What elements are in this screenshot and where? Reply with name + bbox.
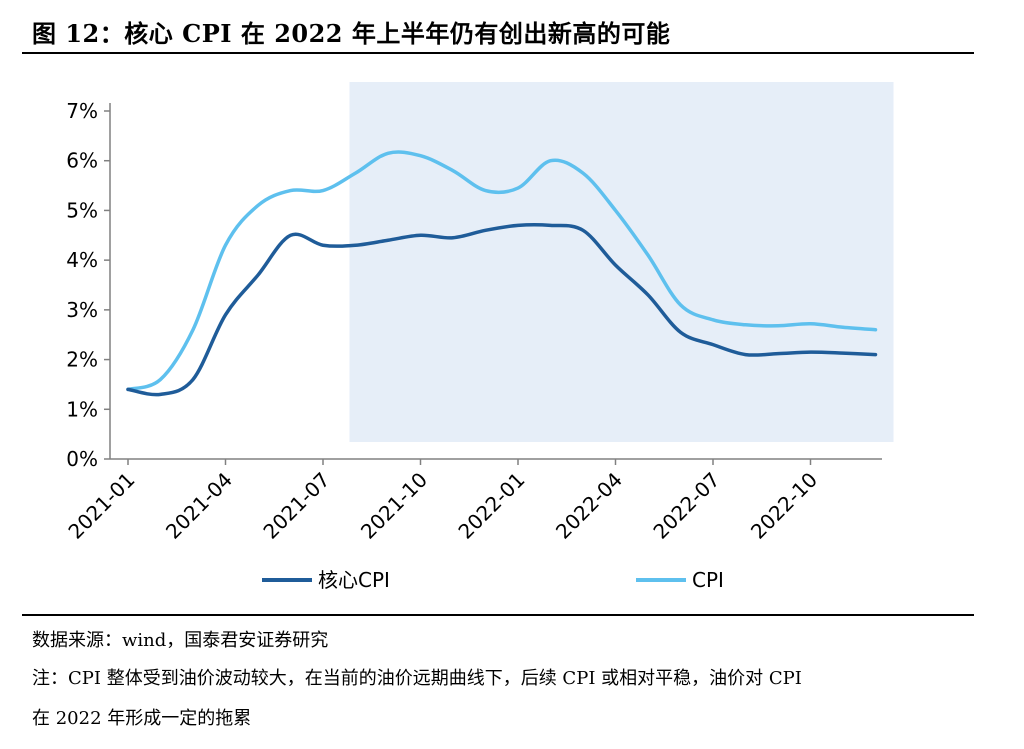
x-tick-label: 2022-01 [453,468,529,544]
y-tick-label: 6% [66,149,98,173]
source-note: 数据来源：wind，国泰君安证券研究 [32,630,329,651]
series-line-core-cpi [126,222,878,397]
top-rule [22,52,974,54]
footnote-line-2: 在 2022 年形成一定的拖累 [32,708,252,729]
footnote-line-1: 注：CPI 整体受到油价波动较大，在当前的油价远期曲线下，后续 CPI 或相对平… [32,668,802,689]
x-tick-label: 2022-07 [648,468,724,544]
legend-label-core-cpi: 核心CPI [318,568,390,592]
bottom-rule [22,614,974,616]
y-tick-label: 1% [66,397,98,421]
line-chart: 0% 1% 2% 3% 4% 5% 6% 7% 2021-01 2021-04 2021-07 202… [63,82,894,592]
x-tick-label: 2021-01 [63,468,139,544]
y-tick-label: 4% [66,248,98,272]
shaded-region [349,82,894,442]
y-tick-label: 3% [66,298,98,322]
y-tick-label: 2% [66,348,98,372]
figure-title: 图 12：核心 CPI 在 2022 年上半年仍有创出新高的可能 [32,19,671,48]
x-tick-label: 2022-04 [551,468,627,544]
y-tick-label: 5% [66,198,98,222]
x-tick-label: 2022-10 [746,468,822,544]
y-tick-label: 0% [66,447,98,471]
x-tick-label: 2021-10 [356,468,432,544]
x-tick-label: 2021-04 [161,468,237,544]
x-tick-label: 2021-07 [258,468,334,544]
series-line-cpi [126,150,878,392]
y-tick-label: 7% [66,99,98,123]
legend-label-cpi: CPI [692,568,724,592]
